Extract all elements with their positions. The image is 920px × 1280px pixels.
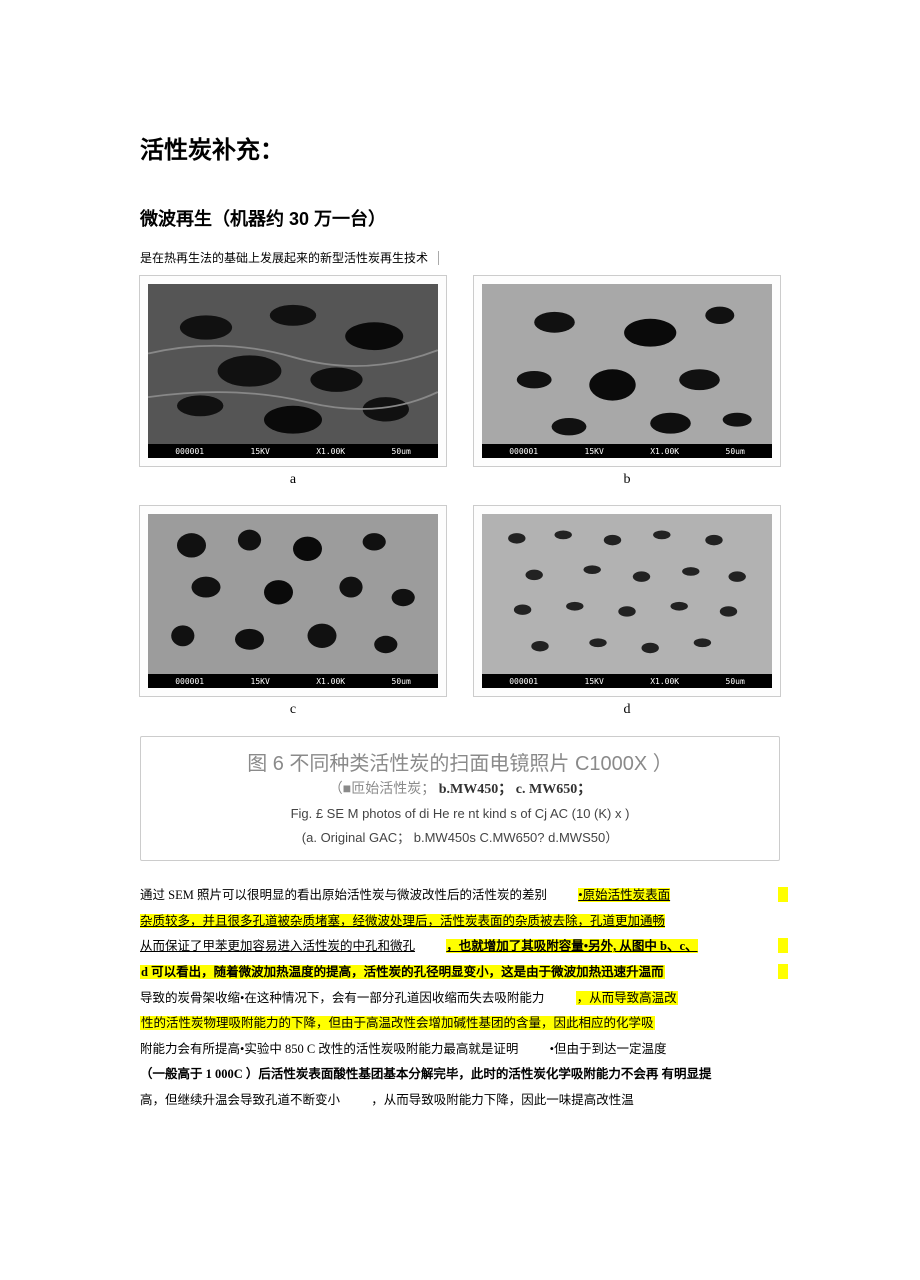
sem-bar-t4: 50um bbox=[392, 447, 411, 456]
body-l3b: ，也就增加了其吸附容量•另外, 从图中 b、c、 bbox=[446, 939, 697, 953]
fig-sub-b: b.MW450； bbox=[439, 782, 513, 797]
body-l5a: 导致的炭骨架收缩•在这种情况下，会有一部分孔道因收缩而失去吸附能力 bbox=[140, 991, 544, 1005]
body-l5b: ，从而导致高温改 bbox=[576, 991, 678, 1005]
intro-line: 是在热再生法的基础上发展起来的新型活性炭再生技术 bbox=[140, 249, 780, 266]
hl-tail-icon bbox=[778, 887, 788, 902]
figure-caption-box: 图 6 不同种类活性炭的扫面电镜照片 C1000X ） （■匝始活性炭； b.M… bbox=[140, 736, 780, 861]
sem-bar-t1: 000001 bbox=[509, 447, 538, 456]
sem-cell-b: 000001 15KV X1.00K 50um b bbox=[474, 276, 780, 488]
hl-tail-icon bbox=[778, 938, 788, 953]
sem-info-bar: 000001 15KV X1.00K 50um bbox=[148, 444, 438, 458]
sem-bar-t2: 15KV bbox=[585, 677, 604, 686]
sem-label-d: d bbox=[474, 702, 780, 718]
sem-label-a: a bbox=[140, 472, 446, 488]
figure-subtitle: （■匝始活性炭； b.MW450； c. MW650； bbox=[159, 778, 761, 798]
sem-cell-d: 000001 15KV X1.00K 50um d bbox=[474, 506, 780, 718]
intro-divider bbox=[438, 251, 439, 265]
hl-tail-icon bbox=[778, 964, 788, 979]
sem-image-c: 000001 15KV X1.00K 50um bbox=[140, 506, 446, 696]
body-l4a: d 可以看出，随着微波加热温度的提高，活性炭的孔径明显变小，这是由于微波加热迅速… bbox=[140, 965, 665, 979]
body-l7a: 附能力会有所提高•实验中 850 C 改性的活性炭吸附能力最高就是证明 bbox=[140, 1042, 518, 1056]
sem-bar-t1: 000001 bbox=[509, 677, 538, 686]
figure-caption-en2: (a. Original GAC； b.MW450s C.MW650? d.MW… bbox=[159, 827, 761, 846]
sem-image-a: 000001 15KV X1.00K 50um bbox=[140, 276, 446, 466]
sem-info-bar: 000001 15KV X1.00K 50um bbox=[482, 674, 772, 688]
sem-bar-t2: 15KV bbox=[585, 447, 604, 456]
figure-caption-en1: Fig. £ SE M photos of di He re nt kind s… bbox=[159, 806, 761, 821]
section-subtitle: 微波再生（机器约 30 万一台） bbox=[140, 205, 780, 231]
sem-bar-t3: X1.00K bbox=[650, 447, 679, 456]
sem-bar-t4: 50um bbox=[726, 447, 745, 456]
body-l1a: 通过 SEM 照片可以很明显的看出原始活性炭与微波改性后的活性炭的差别 bbox=[140, 888, 547, 902]
sem-cell-c: 000001 15KV X1.00K 50um c bbox=[140, 506, 446, 718]
sem-image-d: 000001 15KV X1.00K 50um bbox=[474, 506, 780, 696]
fig-sub-prefix: （■匝始活性炭； bbox=[329, 782, 435, 797]
sem-bar-t3: X1.00K bbox=[650, 677, 679, 686]
sem-bar-t2: 15KV bbox=[251, 447, 270, 456]
sem-label-c: c bbox=[140, 702, 446, 718]
body-l2a: 杂质较多，并且很多孔道被杂质堵塞，经微波处理后，活性炭表面的杂质被去除，孔道更加… bbox=[140, 914, 665, 928]
body-l9a: 高，但继续升温会导致孔道不断变小 bbox=[140, 1093, 340, 1107]
body-l8a: （一般高于 1 000C ）后活性炭表面酸性基团基本分解完毕，此时的活性炭化学吸… bbox=[140, 1067, 712, 1081]
figure-title: 图 6 不同种类活性炭的扫面电镜照片 C1000X ） bbox=[159, 747, 761, 776]
sem-bar-t3: X1.00K bbox=[316, 447, 345, 456]
sem-bar-t3: X1.00K bbox=[316, 677, 345, 686]
sem-bar-t4: 50um bbox=[392, 677, 411, 686]
sem-bar-t4: 50um bbox=[726, 677, 745, 686]
fig-sub-c: c. MW650； bbox=[516, 782, 591, 797]
sem-image-grid: 000001 15KV X1.00K 50um a bbox=[140, 276, 780, 718]
body-l7b: •但由于到达一定温度 bbox=[550, 1042, 667, 1056]
body-l1b: •原始活性炭表面 bbox=[578, 888, 670, 902]
sem-info-bar: 000001 15KV X1.00K 50um bbox=[482, 444, 772, 458]
body-l9b: ，从而导致吸附能力下降，因此一味提高改性温 bbox=[371, 1093, 634, 1107]
intro-text: 是在热再生法的基础上发展起来的新型活性炭再生技术 bbox=[140, 249, 428, 266]
sem-bar-t2: 15KV bbox=[251, 677, 270, 686]
body-l6a: 性的活性炭物理吸附能力的下降，但由于高温改性会增加碱性基团的含量，因此相应的化学… bbox=[140, 1016, 655, 1030]
body-paragraph: 通过 SEM 照片可以很明显的看出原始活性炭与微波改性后的活性炭的差别 •原始活… bbox=[140, 883, 780, 1114]
sem-bar-t1: 000001 bbox=[175, 677, 204, 686]
body-l3a: 从而保证了甲苯更加容易进入活性炭的中孔和微孔 bbox=[140, 939, 415, 953]
doc-title: 活性炭补充： bbox=[140, 130, 780, 165]
sem-cell-a: 000001 15KV X1.00K 50um a bbox=[140, 276, 446, 488]
sem-bar-t1: 000001 bbox=[175, 447, 204, 456]
sem-label-b: b bbox=[474, 472, 780, 488]
sem-info-bar: 000001 15KV X1.00K 50um bbox=[148, 674, 438, 688]
sem-image-b: 000001 15KV X1.00K 50um bbox=[474, 276, 780, 466]
